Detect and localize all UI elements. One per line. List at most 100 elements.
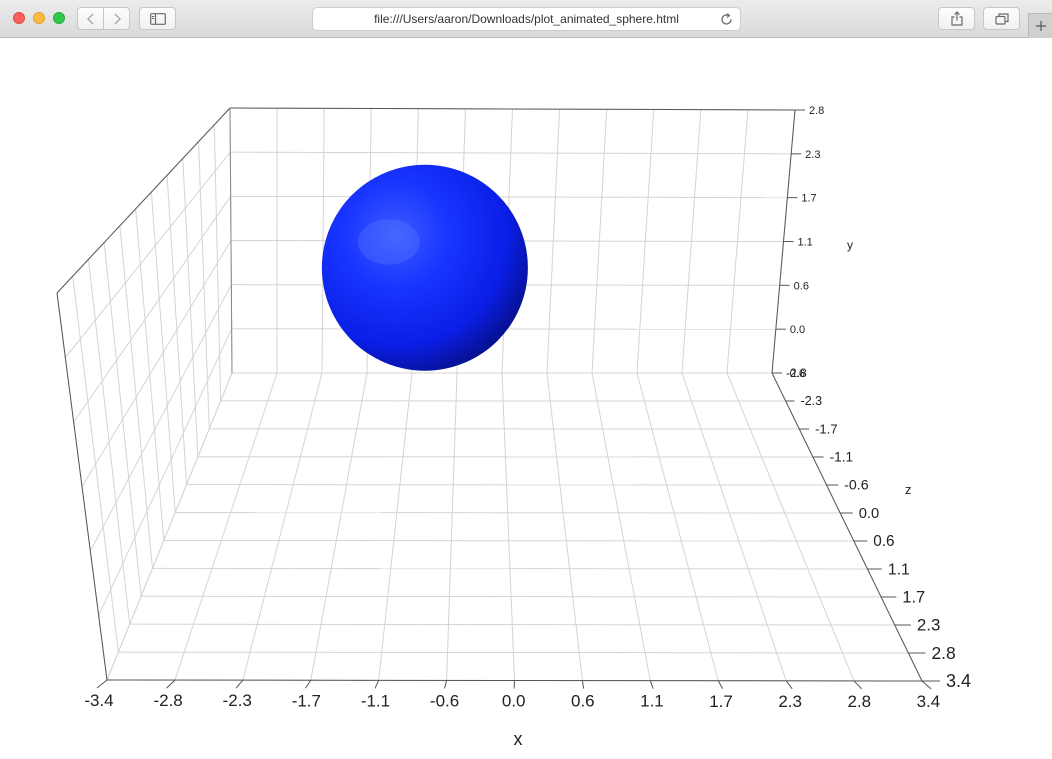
- y-tick-label: 2.8: [809, 105, 824, 117]
- z-tick-label: 0.0: [859, 506, 879, 522]
- browser-toolbar: file:///Users/aaron/Downloads/plot_anima…: [0, 0, 1052, 38]
- y-tick-label: 0.0: [790, 324, 805, 336]
- reload-icon[interactable]: [719, 12, 734, 27]
- plus-icon: [1035, 21, 1046, 31]
- x-tick-label: 3.4: [917, 692, 941, 711]
- x-tick-label: -1.1: [361, 691, 390, 710]
- x-tick-label: 0.6: [571, 692, 595, 711]
- y-tick-label: -0.6: [786, 368, 805, 380]
- sphere-highlight: [357, 219, 420, 265]
- grid-line-floor-z: [141, 595, 882, 598]
- x-tick-mark: [921, 680, 932, 690]
- share-button[interactable]: [938, 7, 975, 30]
- grid-line-sidewall-y: [64, 151, 231, 358]
- close-window-button[interactable]: [13, 12, 25, 24]
- grid-line-sidewall-y: [73, 196, 232, 423]
- z-axis-title: z: [905, 482, 912, 497]
- z-axis-line: [771, 372, 923, 682]
- grid-line-backwall-y: [230, 195, 788, 199]
- navigation-buttons: [77, 7, 130, 30]
- sphere-surface[interactable]: [321, 164, 528, 371]
- x-tick-mark: [785, 680, 793, 690]
- z-tick-label: -0.6: [844, 478, 869, 494]
- z-tick-label: -1.7: [815, 421, 838, 436]
- z-tick-label: 1.1: [888, 561, 910, 578]
- grid-line-sidewall-y: [98, 328, 233, 616]
- frame-edge: [56, 292, 108, 681]
- x-tick-label: -1.7: [292, 691, 321, 710]
- frame-edge: [229, 107, 233, 374]
- frame-edge: [56, 107, 231, 294]
- tick-labels: -3.4 -2.8 -2.3 -1.7 -1.1 -0.6 0.0 0.6 1.1 1.7 2.3 2…: [84, 105, 971, 711]
- grid-line-floor-z: [118, 651, 909, 654]
- new-tab-button[interactable]: [1028, 13, 1052, 38]
- x-tick-label: 1.7: [709, 692, 733, 711]
- grid-line-floor-x: [681, 372, 787, 681]
- url-text: file:///Users/aaron/Downloads/plot_anima…: [374, 12, 679, 26]
- x-tick-mark: [444, 680, 448, 689]
- grid-line-floor-x: [378, 372, 413, 681]
- x-tick-label: -2.3: [223, 691, 252, 710]
- sidebar-icon: [149, 12, 166, 25]
- minimize-window-button[interactable]: [33, 12, 45, 24]
- x-tick-mark: [374, 680, 380, 689]
- grid-line-backwall-y: [230, 151, 792, 155]
- x-tick-label: -3.4: [84, 691, 113, 710]
- grid-line-floor-z: [152, 567, 868, 570]
- address-bar[interactable]: file:///Users/aaron/Downloads/plot_anima…: [312, 7, 741, 31]
- grid-line-floor-x: [546, 372, 583, 681]
- grid-line-floor-x: [501, 372, 515, 681]
- z-tick-label: 2.8: [931, 643, 955, 663]
- grid-line-floor-x: [446, 372, 458, 681]
- x-tick-mark: [235, 679, 244, 689]
- sphere[interactable]: [321, 164, 528, 371]
- z-tick-label: -1.1: [830, 450, 853, 465]
- grid-line-floor-x: [591, 372, 651, 681]
- x-tick-label: -0.6: [430, 691, 459, 710]
- x-tick-mark: [166, 679, 176, 689]
- y-tick-label: 1.7: [801, 193, 816, 205]
- grid-line-floor-x: [636, 372, 719, 681]
- zoom-window-button[interactable]: [53, 12, 65, 24]
- sidebar-button[interactable]: [139, 7, 176, 30]
- x-tick-label: 2.8: [847, 692, 871, 711]
- x-tick-mark: [96, 679, 108, 689]
- x-tick-label: -2.8: [153, 691, 182, 710]
- back-button[interactable]: [78, 8, 103, 29]
- x-tick-label: 2.3: [778, 692, 802, 711]
- x-tick-mark: [649, 680, 654, 689]
- chevron-right-icon: [114, 13, 121, 24]
- y-tick-label: 0.6: [794, 280, 809, 292]
- x-tick-mark: [717, 680, 724, 689]
- chevron-left-icon: [86, 13, 93, 24]
- share-icon: [950, 11, 963, 26]
- y-tick-label: 1.1: [798, 237, 813, 249]
- plot-area[interactable]: -3.4 -2.8 -2.3 -1.7 -1.1 -0.6 0.0 0.6 1.1 1.7 2.3 2…: [0, 38, 1052, 759]
- axis-titles: x y z: [514, 238, 912, 749]
- y-tick-label: 2.3: [805, 149, 820, 161]
- 3d-scene[interactable]: -3.4 -2.8 -2.3 -1.7 -1.1 -0.6 0.0 0.6 1.1 1.7 2.3 2…: [0, 38, 1052, 759]
- grid-line-floor-x: [726, 372, 855, 682]
- x-tick-label: 1.1: [640, 692, 664, 711]
- x-tick-mark: [581, 680, 585, 689]
- grid-line-floor-x: [310, 372, 368, 681]
- z-tick-label: -2.8: [786, 366, 807, 380]
- z-tick-label: 3.4: [946, 671, 971, 691]
- x-tick-mark: [305, 679, 312, 689]
- grid-line-floor-z: [163, 539, 854, 542]
- tab-overview-button[interactable]: [983, 7, 1020, 30]
- forward-button[interactable]: [103, 8, 129, 29]
- x-tick-label: 0.0: [502, 692, 526, 711]
- grid-line-floor-z: [129, 623, 895, 626]
- grid-line-floor-x: [242, 372, 323, 681]
- grid-line-sidewall-y: [89, 284, 232, 552]
- grid-line-floor-x: [174, 372, 278, 681]
- frame-edge: [229, 107, 796, 111]
- tabs-icon: [994, 12, 1009, 25]
- grid-line-sidewall-y: [106, 372, 233, 681]
- z-tick-label: 0.6: [873, 533, 894, 550]
- x-tick-mark: [853, 680, 863, 690]
- grid-line-sidewall-y: [81, 240, 232, 487]
- z-tick-label: -2.3: [801, 394, 823, 408]
